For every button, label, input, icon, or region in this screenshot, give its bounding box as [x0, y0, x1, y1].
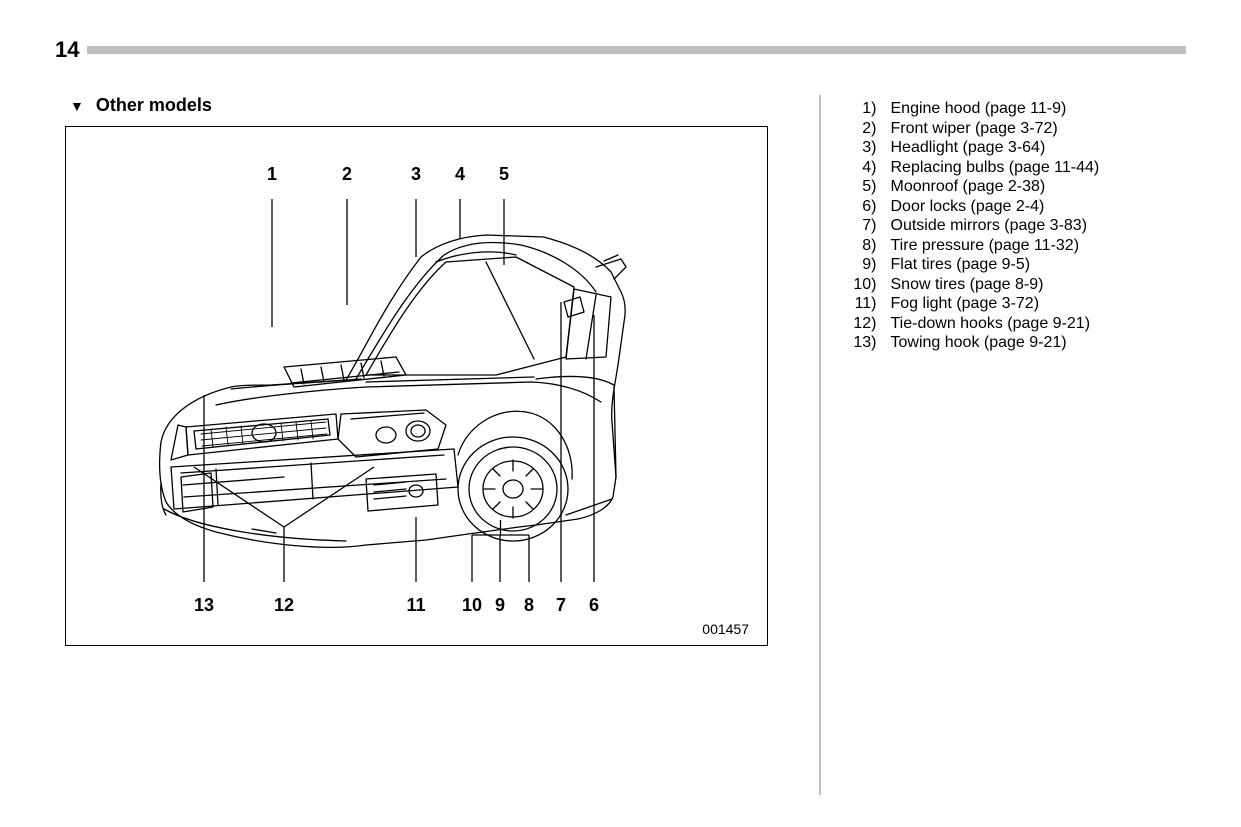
legend-number: 1): [843, 99, 881, 119]
subtitle-row: ▼ Other models: [70, 95, 785, 116]
legend-text: Moonroof (page 2-38): [881, 177, 1046, 197]
callout-label: 1: [267, 164, 277, 185]
figure-id: 001457: [702, 621, 749, 637]
legend-text: Snow tires (page 8-9): [881, 275, 1044, 295]
diagram-frame: 12345131211109876 001457: [65, 126, 768, 646]
callout-label: 10: [462, 595, 482, 616]
callout-label: 3: [411, 164, 421, 185]
legend-item: 1)Engine hood (page 11-9): [843, 99, 1100, 119]
callout-label: 7: [556, 595, 566, 616]
legend-text: Door locks (page 2-4): [881, 197, 1045, 217]
page-header: 14: [55, 38, 1186, 62]
legend-item: 4)Replacing bulbs (page 11-44): [843, 158, 1100, 178]
legend-number: 2): [843, 119, 881, 139]
legend-list: 1)Engine hood (page 11-9)2)Front wiper (…: [843, 99, 1100, 353]
right-column: 1)Engine hood (page 11-9)2)Front wiper (…: [843, 95, 1100, 795]
legend-item: 5)Moonroof (page 2-38): [843, 177, 1100, 197]
legend-item: 13)Towing hook (page 9-21): [843, 333, 1100, 353]
legend-item: 10)Snow tires (page 8-9): [843, 275, 1100, 295]
callout-label: 2: [342, 164, 352, 185]
legend-text: Flat tires (page 9-5): [881, 255, 1031, 275]
legend-number: 7): [843, 216, 881, 236]
legend-number: 6): [843, 197, 881, 217]
legend-text: Outside mirrors (page 3-83): [881, 216, 1088, 236]
legend-number: 4): [843, 158, 881, 178]
legend-item: 12)Tie-down hooks (page 9-21): [843, 314, 1100, 334]
legend-number: 9): [843, 255, 881, 275]
callout-label: 11: [406, 595, 425, 616]
legend-number: 3): [843, 138, 881, 158]
callout-label: 8: [524, 595, 534, 616]
legend-number: 13): [843, 333, 881, 353]
left-column: ▼ Other models: [65, 95, 785, 795]
section-title: Other models: [96, 95, 212, 116]
car-diagram-svg: [66, 127, 769, 647]
legend-item: 3)Headlight (page 3-64): [843, 138, 1100, 158]
legend-text: Fog light (page 3-72): [881, 294, 1040, 314]
legend-text: Headlight (page 3-64): [881, 138, 1046, 158]
header-rule: [87, 46, 1186, 54]
legend-item: 8)Tire pressure (page 11-32): [843, 236, 1100, 256]
legend-number: 5): [843, 177, 881, 197]
callout-label: 12: [274, 595, 294, 616]
column-divider: [819, 95, 821, 795]
legend-number: 10): [843, 275, 881, 295]
callout-label: 6: [589, 595, 599, 616]
callout-label: 5: [499, 164, 509, 185]
legend-item: 11)Fog light (page 3-72): [843, 294, 1100, 314]
legend-text: Engine hood (page 11-9): [881, 99, 1067, 119]
legend-item: 2)Front wiper (page 3-72): [843, 119, 1100, 139]
legend-text: Front wiper (page 3-72): [881, 119, 1058, 139]
triangle-icon: ▼: [70, 98, 84, 114]
legend-item: 7)Outside mirrors (page 3-83): [843, 216, 1100, 236]
legend-number: 11): [843, 294, 881, 314]
callout-label: 4: [455, 164, 465, 185]
legend-number: 8): [843, 236, 881, 256]
callout-label: 13: [194, 595, 214, 616]
legend-text: Tire pressure (page 11-32): [881, 236, 1080, 256]
legend-number: 12): [843, 314, 881, 334]
page-number: 14: [55, 37, 79, 63]
legend-item: 6)Door locks (page 2-4): [843, 197, 1100, 217]
legend-text: Towing hook (page 9-21): [881, 333, 1067, 353]
legend-text: Replacing bulbs (page 11-44): [881, 158, 1100, 178]
content-area: ▼ Other models: [65, 95, 1186, 795]
legend-item: 9)Flat tires (page 9-5): [843, 255, 1100, 275]
legend-text: Tie-down hooks (page 9-21): [881, 314, 1091, 334]
callout-label: 9: [495, 595, 505, 616]
